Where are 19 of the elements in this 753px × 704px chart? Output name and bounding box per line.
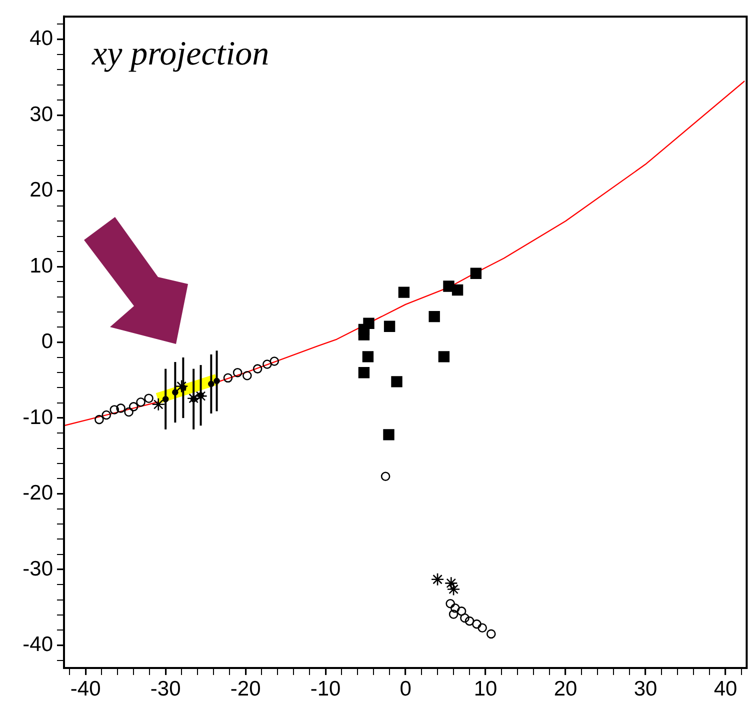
y-tick-label: 40	[30, 27, 53, 50]
y-tick-label: -30	[22, 557, 53, 580]
x-tick-label: -30	[150, 677, 181, 700]
x-tick-label: 10	[474, 677, 498, 700]
y-tick-label: -10	[22, 406, 53, 429]
x-tick-label: -20	[230, 677, 261, 700]
text: xy projection	[91, 36, 270, 73]
y-tick-label: 0	[41, 330, 53, 354]
x-tick-label: 0	[400, 677, 412, 700]
y-tick-label: 20	[30, 178, 53, 202]
x-tick-label: 30	[634, 677, 658, 700]
y-tick-label: 30	[30, 102, 53, 126]
y-tick-label: -40	[22, 633, 53, 656]
x-tick-label: -10	[310, 677, 341, 700]
y-tick-label: 10	[30, 254, 53, 278]
y-tick-label: -20	[22, 482, 53, 505]
x-tick-label: 20	[554, 677, 578, 700]
x-tick-label: 40	[714, 677, 738, 700]
x-tick-label: -40	[70, 677, 101, 700]
